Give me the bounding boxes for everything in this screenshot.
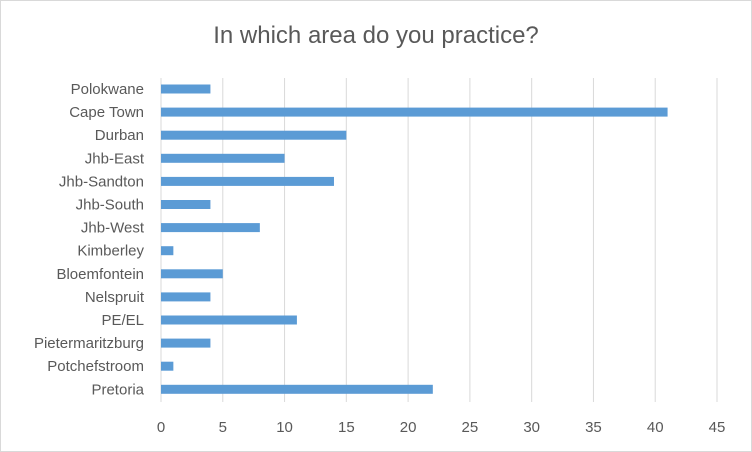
x-tick-label: 10: [276, 419, 293, 436]
bar-polokwane: [161, 84, 211, 94]
bar-pretoria: [161, 384, 433, 394]
category-label: Durban: [95, 127, 144, 144]
category-label: Polokwane: [71, 81, 144, 98]
x-tick-label: 5: [219, 419, 227, 436]
x-tick-label: 40: [647, 419, 664, 436]
x-tick-label: 15: [338, 419, 355, 436]
x-tick-label: 35: [585, 419, 602, 436]
category-label: Nelspruit: [85, 289, 145, 306]
category-label: Jhb-Sandton: [59, 173, 144, 190]
bar-jhb-west: [161, 223, 260, 233]
bar-durban: [161, 130, 347, 140]
x-tick-label: 0: [157, 419, 165, 436]
category-label: Jhb-East: [85, 150, 145, 167]
category-label: Kimberley: [77, 243, 144, 260]
bar-nelspruit: [161, 292, 211, 302]
category-label: Bloemfontein: [56, 266, 144, 283]
category-label: Cape Town: [69, 104, 144, 121]
x-tick-label: 25: [462, 419, 479, 436]
bar-pe-el: [161, 315, 297, 325]
category-label: Jhb-South: [76, 197, 144, 214]
bar-pietermaritzburg: [161, 338, 211, 348]
category-label: Potchefstroom: [47, 358, 144, 375]
category-label: Jhb-West: [81, 220, 145, 237]
bar-jhb-south: [161, 200, 211, 209]
bar-bloemfontein: [161, 269, 223, 279]
x-tick-label: 30: [523, 419, 540, 436]
bar-jhb-sandton: [161, 176, 334, 186]
x-tick-label: 20: [400, 419, 417, 436]
category-label: PE/EL: [101, 312, 144, 329]
bar-jhb-east: [161, 153, 285, 163]
bar-cape-town: [161, 107, 668, 117]
category-label: Pretoria: [91, 381, 144, 398]
chart-title: In which area do you practice?: [213, 22, 539, 49]
bar-potchefstroom: [161, 361, 174, 371]
category-label: Pietermaritzburg: [34, 335, 144, 352]
x-tick-label: 45: [709, 419, 726, 436]
bar-kimberley: [161, 246, 174, 256]
